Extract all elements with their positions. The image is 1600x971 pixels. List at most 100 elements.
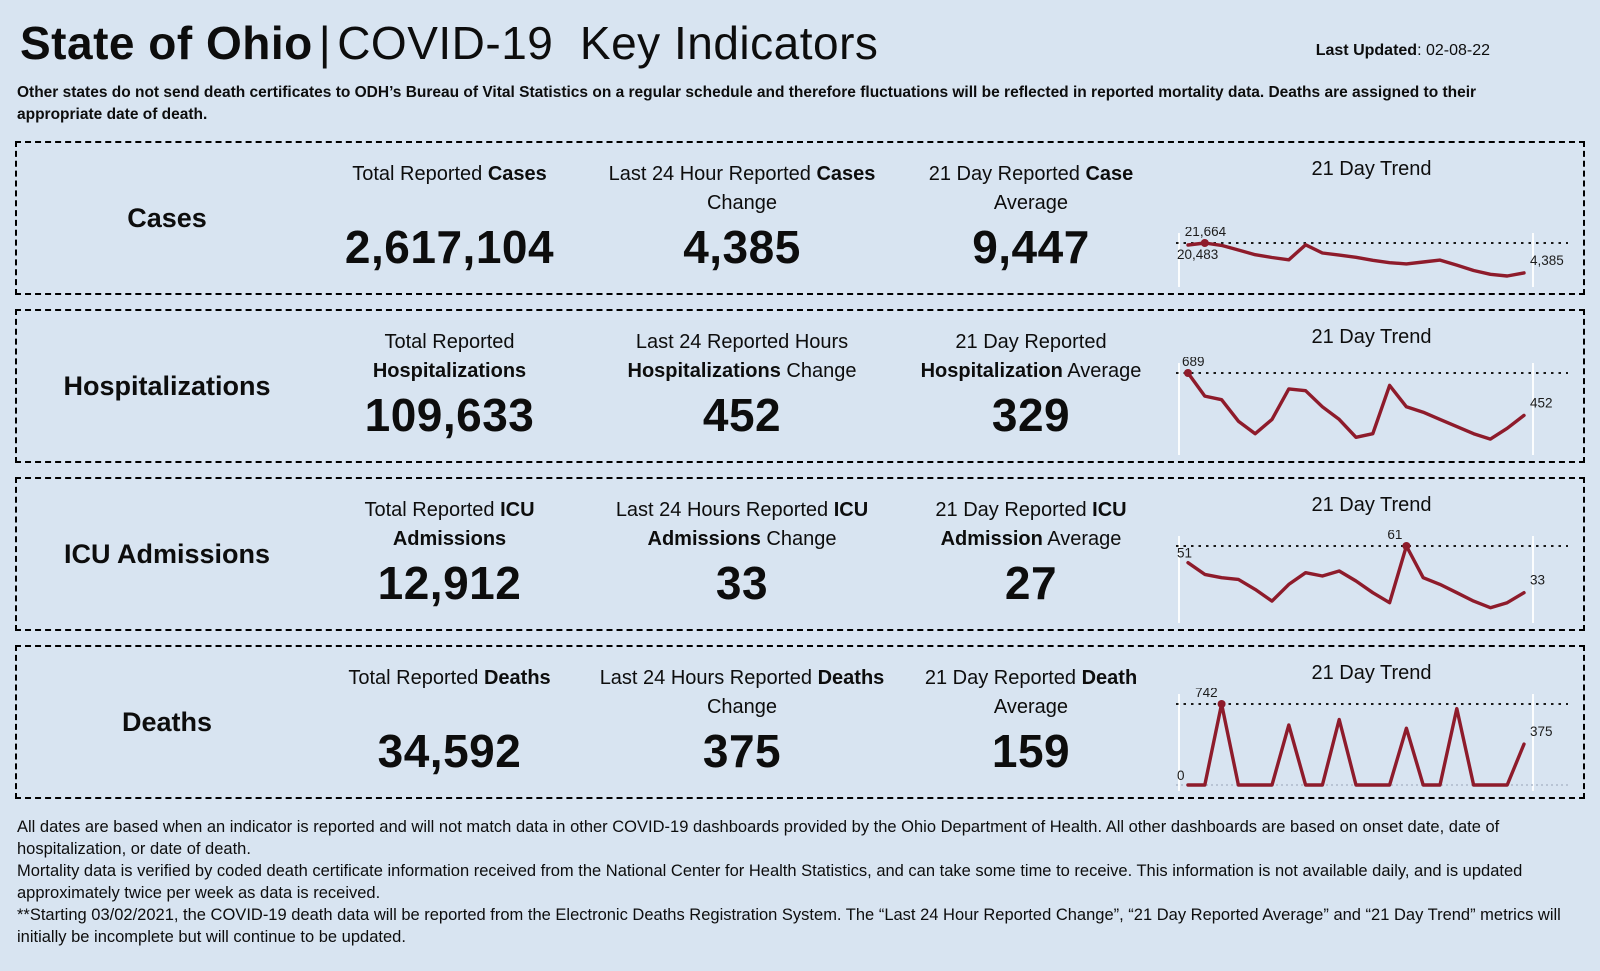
page-title-separator: | bbox=[318, 17, 332, 69]
metric-header-segment: Total Reported bbox=[364, 499, 501, 522]
metric-cases-total: Total Reported Cases 2,617,104 bbox=[317, 143, 582, 293]
trend-sparkline-icu-admissions: 51 61 33 bbox=[1175, 530, 1568, 624]
metric-header: Total Reported ICU Admissions bbox=[317, 496, 582, 556]
metric-header-segment: Deaths bbox=[817, 667, 885, 690]
last-updated-label: Last Updated bbox=[1315, 42, 1418, 59]
metric-header-segment: Total Reported bbox=[352, 163, 488, 186]
metric-value: 452 bbox=[702, 389, 782, 442]
metric-value: 12,912 bbox=[377, 557, 522, 610]
row-label-deaths: Deaths bbox=[121, 706, 213, 737]
metric-header-segment: ICU Admissions bbox=[647, 499, 869, 551]
metric-icu-admissions-21day-average: 21 Day Reported ICU Admission Average 27 bbox=[902, 479, 1160, 629]
metric-deaths-last24-change: Last 24 Hours Reported Deaths Change 375 bbox=[582, 647, 902, 797]
metric-deaths-21day-average: 21 Day Reported Death Average 159 bbox=[902, 647, 1160, 797]
metric-header-segment: ICU Admission bbox=[940, 499, 1127, 551]
covid-dashboard: State of Ohio | COVID-19 Key Indicators La… bbox=[0, 16, 1600, 949]
mortality-disclaimer: Other states do not send death certifica… bbox=[17, 84, 1477, 123]
trend-first-value-label: 20,483 bbox=[1177, 247, 1218, 262]
trend-peak-value-label: 61 bbox=[1387, 530, 1402, 542]
trend-end-value-label: 4,385 bbox=[1530, 253, 1564, 268]
trend-icu-admissions: 21 Day Trend 51 61 33 bbox=[1160, 479, 1583, 629]
metric-header-segment: Change bbox=[760, 528, 837, 551]
trend-title: 21 Day Trend bbox=[1311, 326, 1432, 349]
trend-sparkline-deaths: 0 742 375 bbox=[1175, 688, 1568, 792]
metric-header: 21 Day Reported Case Average bbox=[902, 160, 1160, 220]
metric-value: 329 bbox=[991, 389, 1071, 442]
trend-title: 21 Day Trend bbox=[1311, 662, 1432, 685]
metric-hospitalizations-total: Total Reported Hospitalizations 109,633 bbox=[317, 311, 582, 461]
metric-value: 109,633 bbox=[364, 389, 535, 442]
metric-header-segment: Hospitalization bbox=[920, 360, 1063, 383]
metric-value: 375 bbox=[702, 725, 782, 778]
trend-peak-value-label: 689 bbox=[1182, 357, 1205, 369]
footnote-mortality: Mortality data is verified by coded deat… bbox=[17, 862, 1523, 903]
metric-header-segment: Hospitalizations bbox=[372, 360, 527, 383]
metric-icu-admissions-last24-change: Last 24 Hours Reported ICU Admissions Ch… bbox=[582, 479, 902, 629]
metric-hospitalizations-last24-change: Last 24 Reported Hours Hospitalizations … bbox=[582, 311, 902, 461]
trend-first-value-label: 0 bbox=[1177, 768, 1185, 783]
metric-header-segment: Total Reported bbox=[348, 667, 484, 690]
metric-header-segment: Last 24 Hours Reported bbox=[599, 667, 818, 690]
metric-header: Total Reported Cases bbox=[352, 160, 547, 220]
metric-header-segment: Last 24 Hours Reported bbox=[615, 499, 834, 522]
trend-peak-value-label: 21,664 bbox=[1184, 227, 1226, 239]
metric-header-segment: 21 Day Reported bbox=[928, 163, 1086, 186]
metric-header: 21 Day Reported ICU Admission Average bbox=[902, 496, 1160, 556]
metric-value: 4,385 bbox=[683, 221, 801, 274]
last-updated-value: : 02-08-22 bbox=[1417, 42, 1490, 59]
metric-header: 21 Day Reported Hospitalization Average bbox=[902, 328, 1160, 388]
metric-header-segment: Last 24 Hour Reported bbox=[608, 163, 817, 186]
metric-value: 34,592 bbox=[377, 725, 522, 778]
footnote-edrs: **Starting 03/02/2021, the COVID-19 deat… bbox=[17, 906, 1561, 947]
footnotes: All dates are based when an indicator is… bbox=[17, 817, 1583, 949]
metric-hospitalizations-21day-average: 21 Day Reported Hospitalization Average 3… bbox=[902, 311, 1160, 461]
metric-header: Last 24 Hours Reported Deaths Change bbox=[582, 664, 902, 724]
metric-header-segment: Change bbox=[780, 360, 857, 383]
trend-first-value-label: 51 bbox=[1177, 546, 1192, 561]
metric-header: Last 24 Hour Reported Cases Change bbox=[582, 160, 902, 220]
last-updated: Last Updated: 02-08-22 bbox=[1316, 42, 1490, 60]
metric-cases-last24-change: Last 24 Hour Reported Cases Change 4,385 bbox=[582, 143, 902, 293]
row-label-hospitalizations: Hospitalizations bbox=[63, 370, 271, 401]
row-label-icu-admissions: ICU Admissions bbox=[63, 538, 271, 569]
metric-header-segment: Cases bbox=[816, 163, 876, 186]
metric-header-segment: Change bbox=[706, 696, 778, 719]
indicator-panel-cases: Cases Total Reported Cases 2,617,104 Last 2… bbox=[15, 141, 1585, 296]
trend-cases: 21 Day Trend 20,483 21,664 4,385 bbox=[1160, 143, 1583, 293]
trend-end-value-label: 452 bbox=[1530, 396, 1553, 411]
metric-value: 27 bbox=[1004, 557, 1058, 610]
metric-header-segment: Cases bbox=[487, 163, 547, 186]
footnote-dates: All dates are based when an indicator is… bbox=[17, 818, 1500, 859]
metric-header-segment: 21 Day Reported bbox=[935, 499, 1093, 522]
metric-header-segment: Deaths bbox=[483, 667, 551, 690]
page-title-state: State of Ohio bbox=[20, 17, 313, 69]
trend-peak-value-label: 742 bbox=[1195, 688, 1218, 700]
metric-cases-21day-average: 21 Day Reported Case Average 9,447 bbox=[902, 143, 1160, 293]
trend-hospitalizations: 21 Day Trend 689 452 bbox=[1160, 311, 1583, 461]
metric-header: Last 24 Hours Reported ICU Admissions Ch… bbox=[582, 496, 902, 556]
metric-icu-admissions-total: Total Reported ICU Admissions 12,912 bbox=[317, 479, 582, 629]
metric-header-segment: 21 Day Reported bbox=[924, 667, 1082, 690]
metric-header: Total Reported Hospitalizations bbox=[317, 328, 582, 388]
metric-header-segment: Change bbox=[706, 192, 778, 215]
row-label-cases: Cases bbox=[127, 202, 207, 233]
indicator-panel-hospitalizations: Hospitalizations Total Reported Hospitali… bbox=[15, 309, 1585, 464]
metric-header-segment: 21 Day Reported bbox=[955, 331, 1107, 354]
trend-sparkline-hospitalizations: 689 452 bbox=[1175, 357, 1568, 456]
metric-value: 159 bbox=[991, 725, 1071, 778]
indicator-panel-deaths: Deaths Total Reported Deaths 34,592 Last 24… bbox=[15, 645, 1585, 800]
metric-header-segment: Last 24 Reported Hours bbox=[635, 331, 849, 354]
metric-header-segment: ICU Admissions bbox=[392, 499, 535, 551]
trend-title: 21 Day Trend bbox=[1311, 158, 1432, 181]
metric-header-segment: Case bbox=[1085, 163, 1134, 186]
metric-header-segment: Hospitalizations bbox=[627, 360, 781, 383]
metric-header: Last 24 Reported Hours Hospitalizations … bbox=[582, 328, 902, 388]
trend-sparkline-cases: 20,483 21,664 4,385 bbox=[1175, 227, 1568, 288]
page-title-subject: COVID-19 Key Indicators bbox=[337, 17, 879, 69]
metric-header: Total Reported Deaths bbox=[348, 664, 550, 724]
metric-value: 9,447 bbox=[972, 221, 1090, 274]
metric-value: 33 bbox=[715, 557, 769, 610]
metric-header-segment: Average bbox=[1042, 528, 1122, 551]
trend-end-value-label: 375 bbox=[1530, 724, 1553, 739]
dashboard-header: State of Ohio | COVID-19 Key Indicators La… bbox=[15, 16, 1585, 70]
